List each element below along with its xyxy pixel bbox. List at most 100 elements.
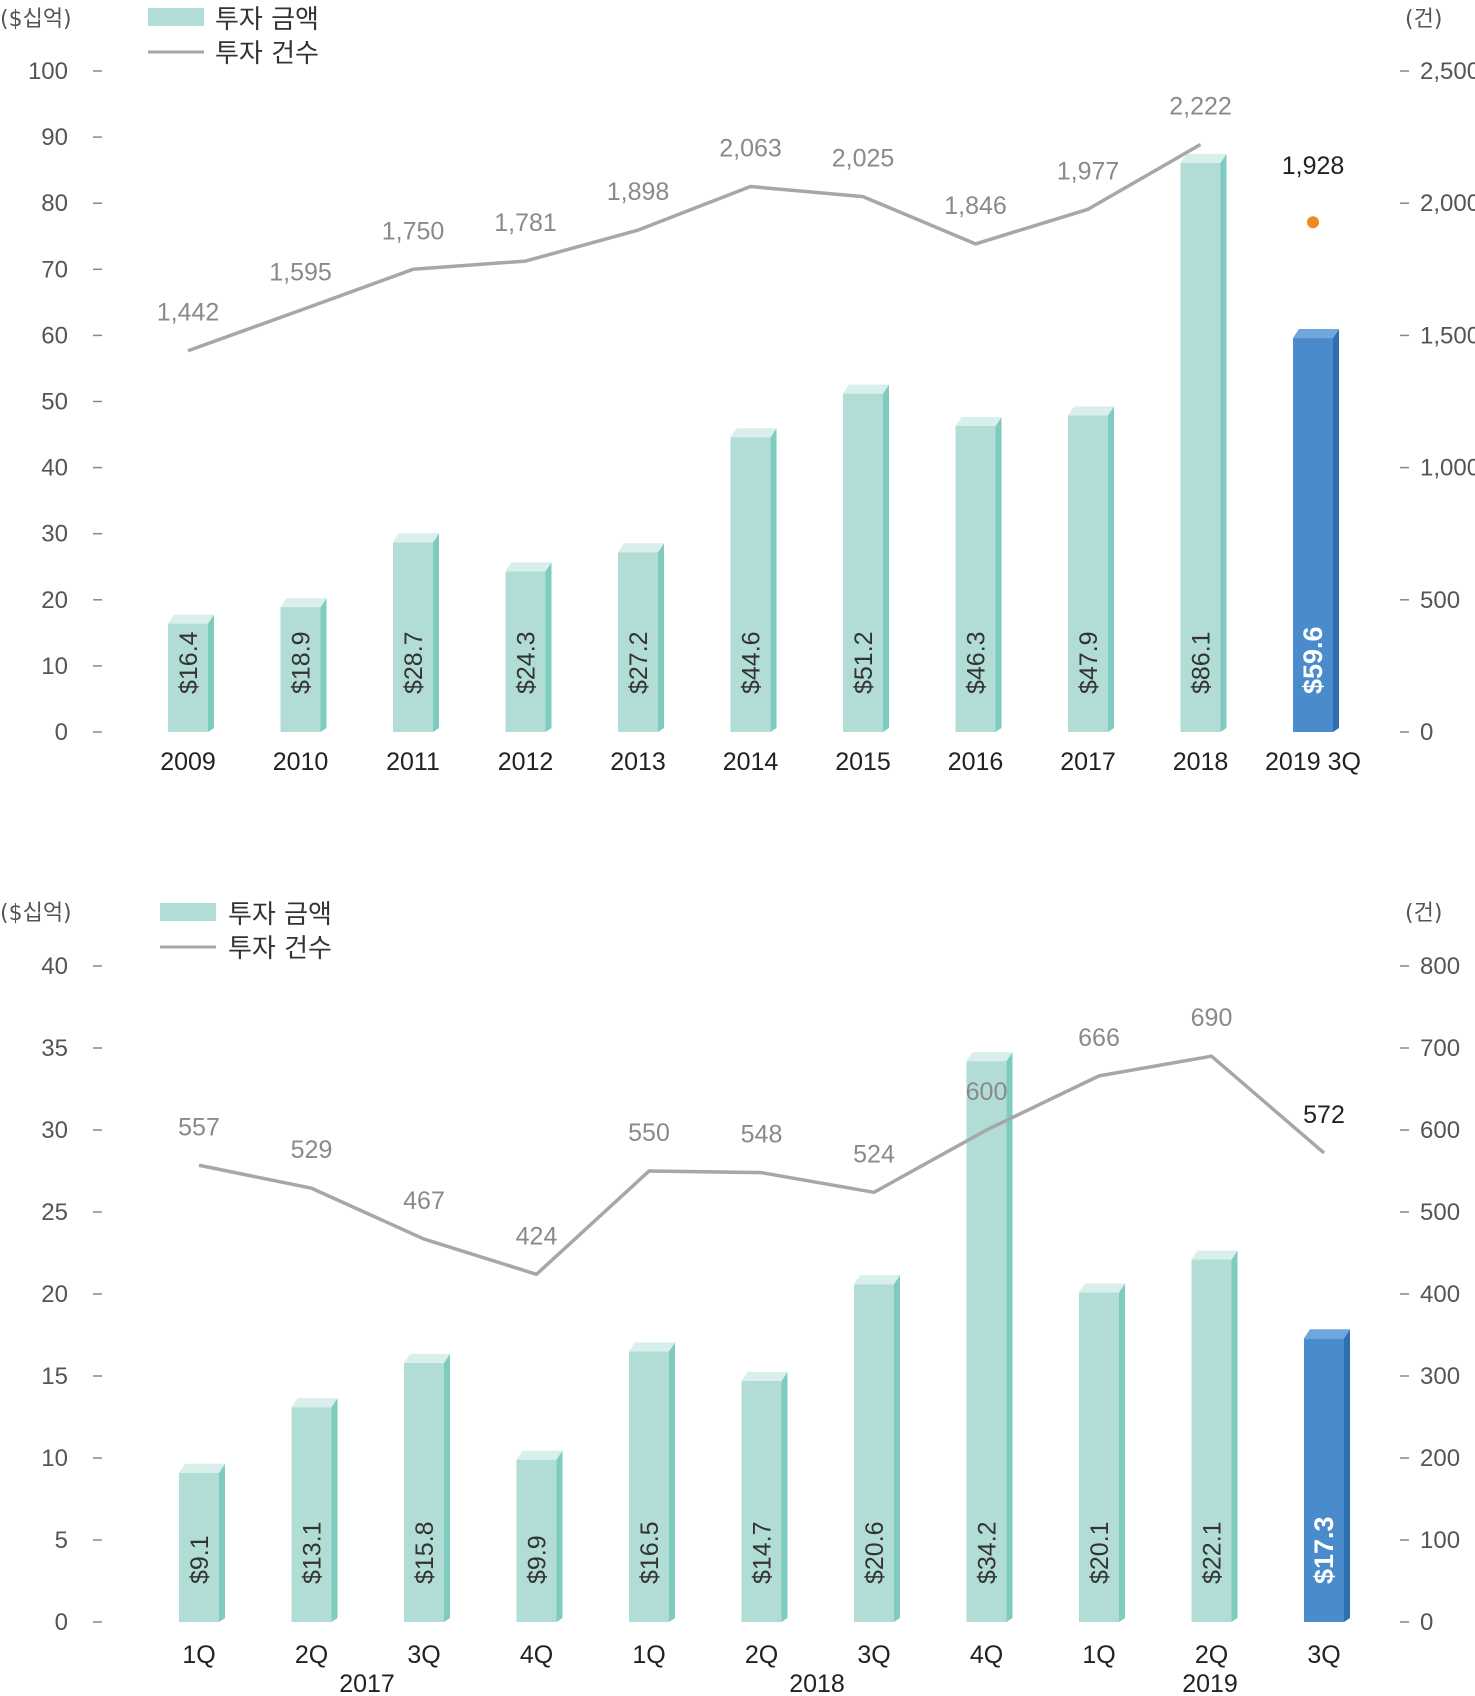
count-value-label: 424 [516,1222,558,1250]
right-tick-label: 1,500 [1420,322,1475,349]
right-tick-label: 600 [1420,1117,1460,1144]
bar-front [168,623,208,732]
bar-value-label: $15.8 [411,1521,439,1584]
bar-value-label: $9.9 [524,1535,552,1584]
bar-front [854,1284,894,1622]
bar-front [280,607,321,732]
left-axis-unit: ($십억) [0,901,72,926]
bar-value-label: $9.1 [186,1535,214,1584]
count-value-label: 1,928 [1282,152,1345,180]
bar-value-label: $20.6 [861,1521,889,1584]
bar-value-label: $86.1 [1188,631,1216,694]
bar: $9.1 [179,1463,225,1622]
category-label: 2016 [948,748,1004,776]
bar-side [770,428,777,732]
highlight-count-point [1307,216,1319,229]
category-label: 2014 [723,748,779,776]
bar-front [1293,338,1333,732]
bar-top [955,416,1002,426]
bar-side [1231,1250,1238,1622]
left-tick-label: 25 [41,1199,68,1226]
left-tick-label: 10 [41,1445,68,1472]
bar-side [995,416,1002,732]
annual-investment-chart: ($십억) (건) 투자 금액 투자 건수 0 10 20 30 40 50 60 70 80 9… [0,5,1475,776]
left-tick-label: 40 [41,953,68,980]
bar-value-label: $59.6 [1298,626,1328,694]
category-label: 4Q [970,1641,1003,1669]
category-label: 2018 [1173,748,1229,776]
bar-front [505,571,546,732]
bar-front [741,1380,782,1622]
bar-value-label: $44.6 [738,631,766,694]
bar-side [444,1353,450,1622]
legend-bar-label: 투자 금액 [215,5,319,35]
legend-bar-label: 투자 금액 [228,900,332,930]
bar-front [179,1472,219,1622]
bar-value-label: $34.2 [974,1521,1002,1584]
highlight-bar: $59.6 [1293,329,1339,732]
bar-front [955,425,996,732]
bar-front [1068,415,1108,732]
bar-side [331,1398,338,1622]
bar: $24.3 [505,562,552,732]
bar: $22.1 [1191,1250,1238,1622]
bar-value-label: $22.1 [1199,1521,1227,1584]
bar: $46.3 [955,416,1002,732]
year-group-label: 2018 [789,1670,845,1696]
bar: $16.5 [629,1342,675,1622]
bar-side [1119,1283,1125,1622]
legend-bar-swatch [160,903,216,921]
bar-top [404,1353,450,1363]
right-axis-unit: (건) [1405,901,1442,926]
left-tick-label: 15 [41,1363,68,1390]
count-value-label: 1,750 [382,217,445,245]
left-axis-unit: ($십억) [0,7,72,32]
year-group-label: 2017 [339,1670,395,1696]
category-label: 2017 [1060,748,1116,776]
bar-top [291,1398,338,1408]
bar-side [658,543,664,732]
right-tick-label: 100 [1420,1527,1460,1554]
left-tick-label: 0 [55,719,68,746]
bar-top [741,1371,788,1381]
category-label: 1Q [632,1641,665,1669]
left-tick-label: 60 [41,322,68,349]
bar-side [320,598,327,732]
bar-side [883,384,889,732]
bar: $18.9 [280,598,327,732]
bar-top [505,562,552,572]
bar: $86.1 [1180,153,1227,732]
count-value-label: 1,977 [1057,157,1120,185]
count-value-label: 1,442 [157,299,220,327]
category-label: 2009 [160,748,216,776]
right-axis-unit: (건) [1405,7,1442,32]
category-label: 3Q [857,1641,890,1669]
left-tick-label: 70 [41,256,68,283]
category-label: 2Q [1195,1641,1228,1669]
highlight-bar: $17.3 [1304,1329,1350,1622]
bar-value-label: $18.9 [288,631,316,694]
bar-front [516,1459,557,1622]
bar-value-label: $24.3 [513,631,541,694]
bar: $14.7 [741,1371,788,1622]
right-tick-label: 1,000 [1420,455,1475,482]
bar-value-label: $14.7 [749,1521,777,1584]
bar-side [1006,1052,1013,1622]
bar: $47.9 [1068,406,1114,732]
count-value-label: 550 [628,1119,670,1147]
right-tick-label: 2,000 [1420,190,1475,217]
right-tick-label: 500 [1420,587,1460,614]
legend-bar-swatch [148,8,204,26]
bar-top [393,533,439,543]
bar-side [208,614,214,732]
count-value-label: 467 [403,1187,445,1215]
bar-top [843,384,889,394]
bar-value-label: $51.2 [850,631,878,694]
left-tick-label: 35 [41,1035,68,1062]
legend-line-label: 투자 건수 [215,39,319,69]
category-label: 4Q [520,1641,553,1669]
bar-value-label: $16.4 [175,631,203,694]
bar: $9.9 [516,1450,563,1622]
bar-value-label: $17.3 [1309,1516,1339,1584]
count-value-label: 548 [741,1121,783,1149]
